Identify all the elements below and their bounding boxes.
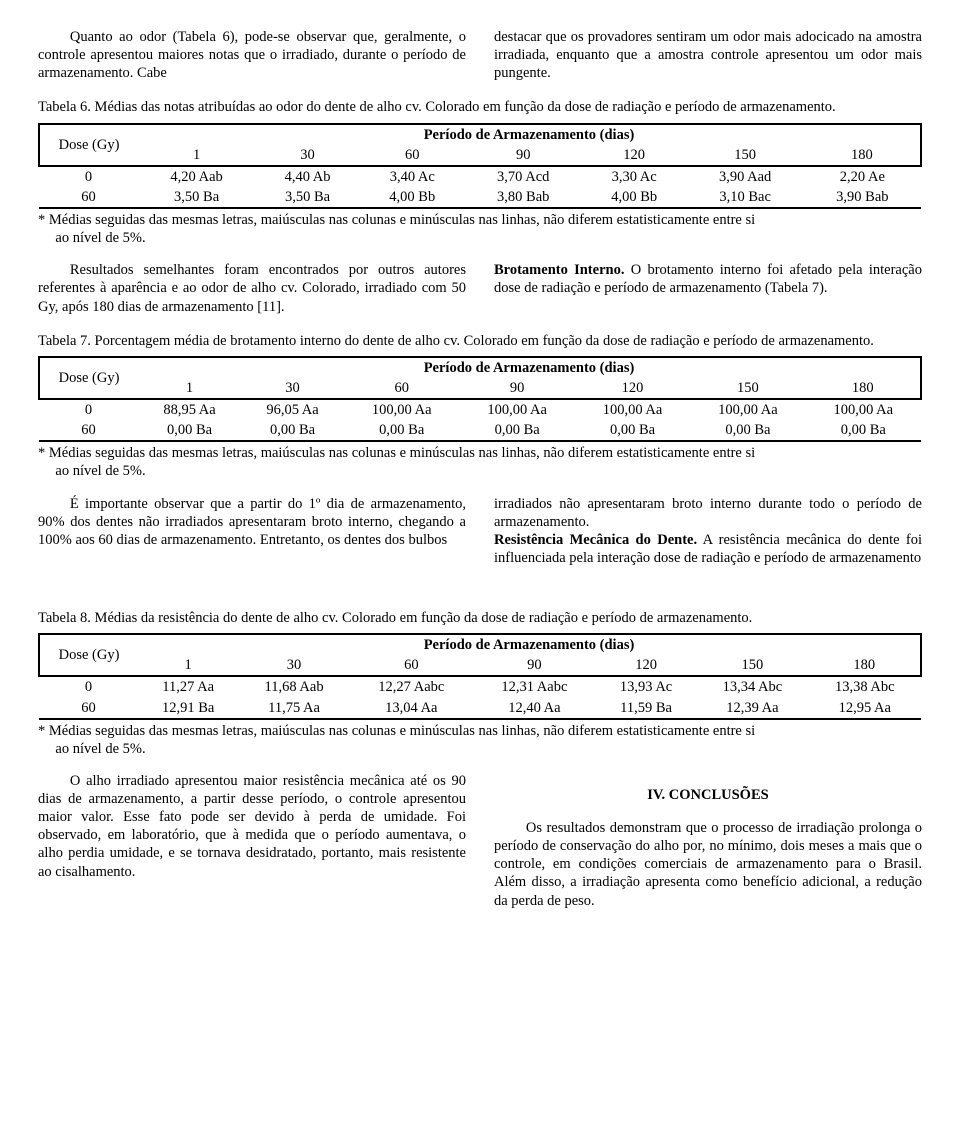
table-row: 0 11,27 Aa 11,68 Aab 12,27 Aabc 12,31 Aa… [39,676,921,697]
table7: Dose (Gy) Período de Armazenamento (dias… [38,356,922,443]
end-columns: O alho irradiado apresentou maior resist… [38,772,922,910]
t7-period-label: Período de Armazenamento (dias) [138,357,921,378]
table-row: 60 12,91 Ba 11,75 Aa 13,04 Aa 12,40 Aa 1… [39,698,921,719]
table8: Dose (Gy) Período de Armazenamento (dias… [38,633,922,720]
t7-footnote: * Médias seguidas das mesmas letras, mai… [38,444,922,480]
mid1-columns: Resultados semelhantes foram encontrados… [38,261,922,315]
intro-columns: Quanto ao odor (Tabela 6), pode-se obser… [38,28,922,82]
t6-p2: 30 [255,145,360,166]
t6-period-label: Período de Armazenamento (dias) [138,124,921,145]
table6: Dose (Gy) Período de Armazenamento (dias… [38,123,922,210]
t7-dose-label: Dose (Gy) [39,357,138,399]
mid2-left: É importante observar que a partir do 1º… [38,495,466,549]
t8-period-label: Período de Armazenamento (dias) [138,634,921,655]
t8-dose-label: Dose (Gy) [39,634,138,676]
mid2-right2: Resistência Mecânica do Dente. A resistê… [494,531,922,567]
conclusions-title: IV. CONCLUSÕES [494,786,922,804]
t6-p6: 150 [687,145,804,166]
table-row: 0 88,95 Aa 96,05 Aa 100,00 Aa 100,00 Aa … [39,399,921,420]
t6-footnote: * Médias seguidas das mesmas letras, mai… [38,211,922,247]
t6-p4: 90 [465,145,582,166]
t6-p1: 1 [138,145,255,166]
mid2-columns: É importante observar que a partir do 1º… [38,495,922,568]
table-row: 60 0,00 Ba 0,00 Ba 0,00 Ba 0,00 Ba 0,00 … [39,420,921,441]
t6-dose-label: Dose (Gy) [39,124,138,166]
t6-p7: 180 [804,145,921,166]
end-right: Os resultados demonstram que o processo … [494,819,922,910]
mid1-right: Brotamento Interno. O brotamento interno… [494,261,922,297]
end-left: O alho irradiado apresentou maior resist… [38,772,466,881]
t6-p5: 120 [582,145,687,166]
table-row: 0 4,20 Aab 4,40 Ab 3,40 Ac 3,70 Acd 3,30… [39,166,921,187]
table6-caption: Tabela 6. Médias das notas atribuídas ao… [38,98,922,116]
t6-p3: 60 [360,145,465,166]
table8-caption: Tabela 8. Médias da resistência do dente… [38,609,922,627]
table7-caption: Tabela 7. Porcentagem média de brotament… [38,332,922,350]
table-row: 60 3,50 Ba 3,50 Ba 4,00 Bb 3,80 Bab 4,00… [39,187,921,208]
mid2-right1: irradiados não apresentaram broto intern… [494,495,922,531]
mid1-left: Resultados semelhantes foram encontrados… [38,261,466,315]
intro-right: destacar que os provadores sentiram um o… [494,28,922,82]
t8-footnote: * Médias seguidas das mesmas letras, mai… [38,722,922,758]
intro-left: Quanto ao odor (Tabela 6), pode-se obser… [38,28,466,82]
